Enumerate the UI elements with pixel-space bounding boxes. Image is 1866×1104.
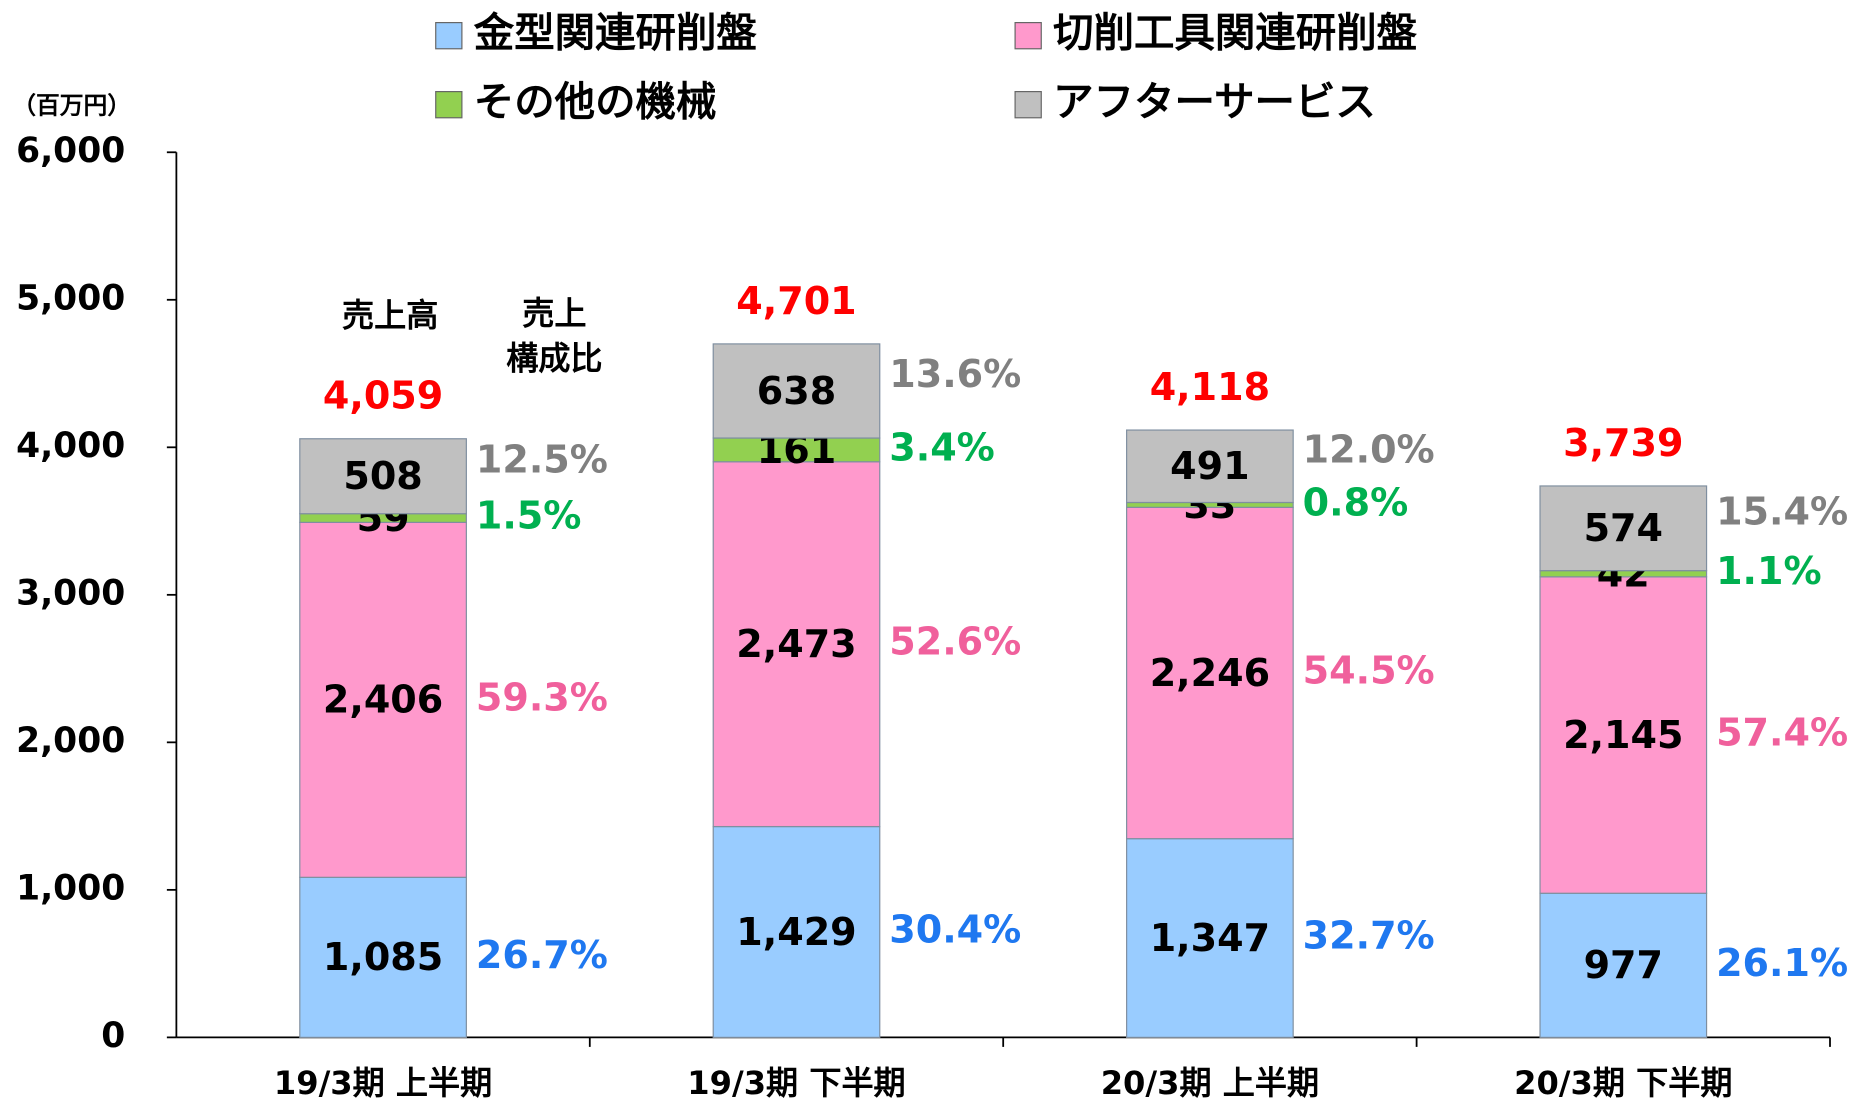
legend-label: その他の機械 bbox=[474, 78, 717, 126]
share-label: 52.6% bbox=[889, 620, 1021, 664]
share-label: 15.4% bbox=[1716, 490, 1848, 534]
value-label: 2,406 bbox=[323, 678, 443, 722]
value-label: 508 bbox=[343, 454, 422, 498]
y-tick-label: 3,000 bbox=[16, 573, 125, 613]
value-label: 2,246 bbox=[1150, 651, 1270, 695]
x-tick-label: 19/3期 下半期 bbox=[687, 1064, 905, 1102]
share-label: 12.5% bbox=[476, 437, 608, 481]
share-label: 0.8% bbox=[1303, 480, 1409, 524]
share-label: 57.4% bbox=[1716, 711, 1848, 755]
value-label: 574 bbox=[1584, 506, 1663, 550]
share-label: 59.3% bbox=[476, 675, 608, 719]
y-tick-label: 1,000 bbox=[16, 868, 125, 908]
total-label: 3,739 bbox=[1563, 421, 1683, 465]
bar-segment bbox=[1539, 892, 1708, 1038]
total-label: 4,701 bbox=[736, 279, 856, 323]
legend-swatch bbox=[435, 91, 463, 119]
bar-segment bbox=[299, 438, 467, 515]
legend-swatch bbox=[1014, 22, 1042, 50]
value-label: 1,085 bbox=[323, 935, 443, 979]
value-label: 2,145 bbox=[1563, 713, 1683, 757]
legend-swatch bbox=[1014, 91, 1042, 119]
bar-segment bbox=[1126, 506, 1294, 840]
annotation: 売上高 bbox=[342, 297, 438, 335]
share-label: 1.1% bbox=[1716, 549, 1822, 593]
value-label: 491 bbox=[1170, 444, 1249, 488]
value-label: 638 bbox=[757, 369, 836, 413]
y-tick-label: 0 bbox=[101, 1016, 125, 1056]
value-label: 1,347 bbox=[1150, 916, 1270, 960]
total-label: 4,059 bbox=[323, 374, 443, 418]
bar-segment bbox=[712, 825, 881, 1038]
legend-label: 金型関連研削盤 bbox=[473, 9, 758, 57]
y-tick-label: 2,000 bbox=[16, 721, 125, 761]
bar-segment bbox=[712, 343, 881, 439]
share-label: 13.6% bbox=[889, 352, 1021, 396]
annotation: 売上 bbox=[522, 294, 586, 332]
value-label: 977 bbox=[1584, 943, 1663, 987]
bar-segment bbox=[299, 521, 467, 878]
share-label: 54.5% bbox=[1303, 649, 1435, 693]
annotation: 構成比 bbox=[506, 339, 602, 377]
x-tick-label: 19/3期 上半期 bbox=[274, 1064, 492, 1102]
legend-label: 切削工具関連研削盤 bbox=[1053, 9, 1417, 57]
y-tick-label: 5,000 bbox=[16, 278, 125, 318]
share-label: 26.1% bbox=[1716, 941, 1848, 985]
value-label: 1,429 bbox=[736, 910, 856, 954]
share-label: 12.0% bbox=[1303, 427, 1435, 471]
share-label: 3.4% bbox=[889, 425, 995, 469]
legend-label: アフターサービス bbox=[1053, 78, 1376, 126]
legend-swatch bbox=[435, 22, 463, 50]
share-label: 32.7% bbox=[1303, 914, 1435, 958]
value-label: 2,473 bbox=[736, 622, 856, 666]
bar-segment bbox=[1539, 485, 1708, 572]
bar-segment bbox=[1126, 429, 1294, 504]
x-tick-label: 20/3期 下半期 bbox=[1514, 1064, 1732, 1102]
y-tick-label: 4,000 bbox=[16, 426, 125, 466]
share-label: 1.5% bbox=[476, 494, 582, 538]
share-label: 26.7% bbox=[476, 933, 608, 977]
bar-segment bbox=[299, 876, 467, 1038]
bar-segment bbox=[1126, 838, 1294, 1038]
y-tick-label: 6,000 bbox=[16, 131, 125, 171]
x-tick-label: 20/3期 上半期 bbox=[1101, 1064, 1319, 1102]
y-axis-label: （百万円） bbox=[12, 92, 131, 120]
total-label: 4,118 bbox=[1150, 365, 1270, 409]
bar-segment bbox=[1539, 576, 1708, 894]
share-label: 30.4% bbox=[889, 907, 1021, 951]
